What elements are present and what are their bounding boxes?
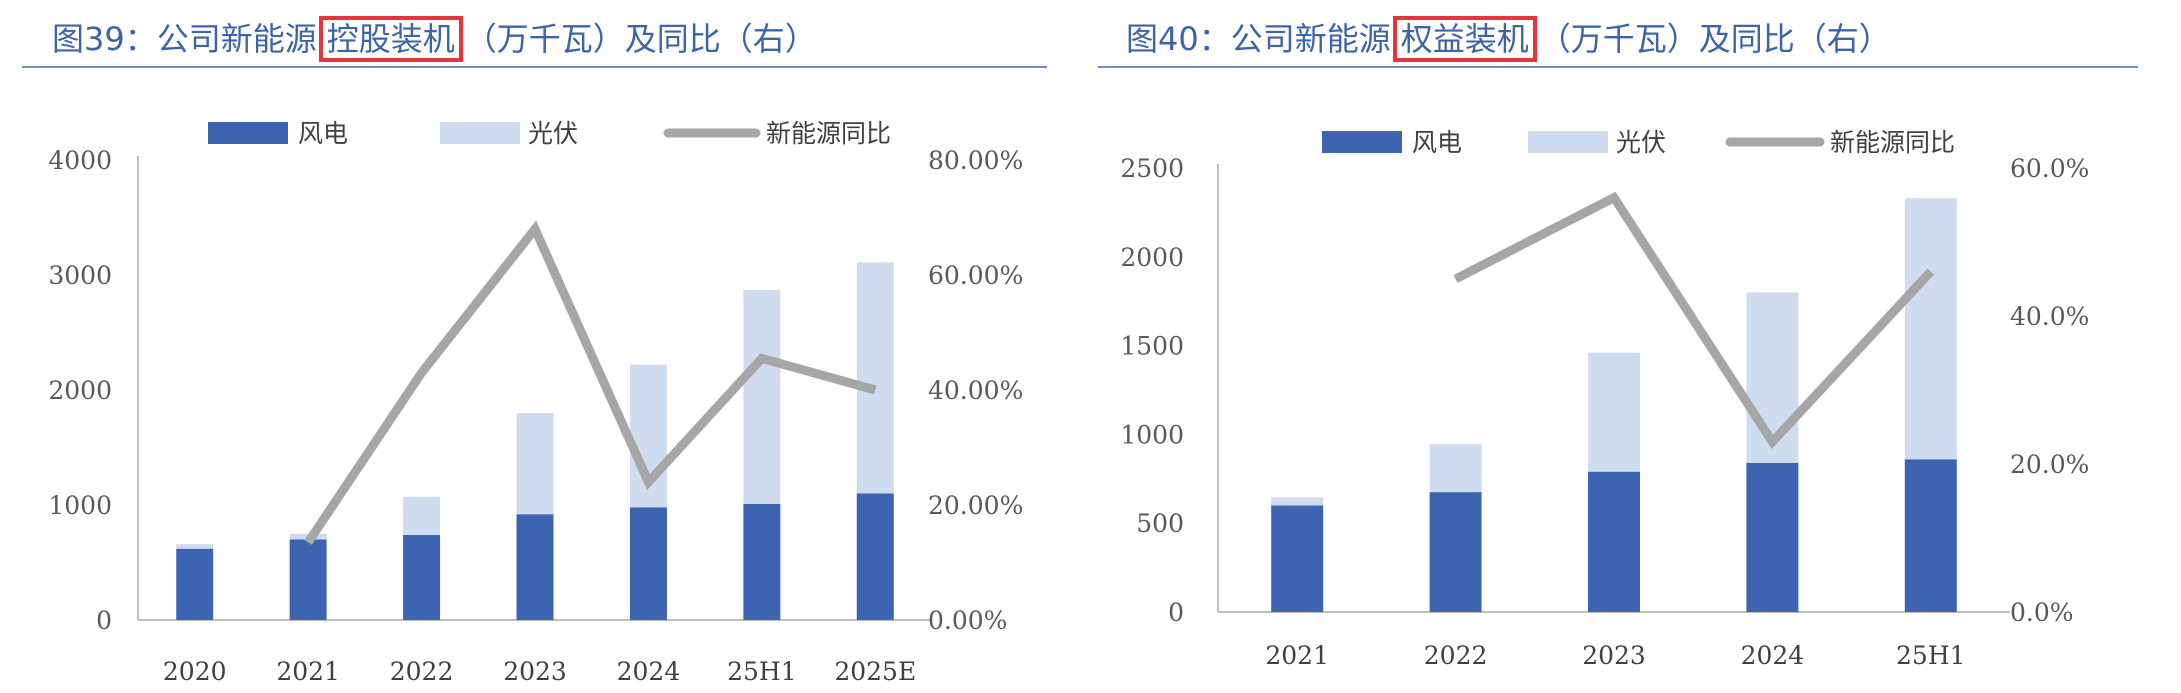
fig39-legend-label-yoy: 新能源同比 bbox=[766, 119, 891, 148]
fig39-bar-wind bbox=[743, 503, 781, 620]
figure-40-caption-prefix: 图40：公司新能源 bbox=[1126, 20, 1391, 58]
fig39-y-tick-label: 3000 bbox=[48, 261, 112, 290]
fig40-y-tick-label: 2500 bbox=[1120, 154, 1184, 183]
fig39-y2-tick-label: 0.00% bbox=[928, 606, 1007, 635]
fig39-legend-swatch-solar bbox=[440, 122, 520, 144]
fig40-y-tick-label: 1000 bbox=[1120, 420, 1184, 449]
fig40-legend-swatch-wind bbox=[1322, 131, 1402, 153]
fig39-y2-tick-label: 40.00% bbox=[928, 376, 1023, 405]
fig40-x-tick-label: 25H1 bbox=[1896, 641, 1966, 670]
fig39-y-tick-label: 4000 bbox=[48, 146, 112, 175]
fig40-bar-solar bbox=[1588, 352, 1640, 472]
fig40-bar-solar bbox=[1429, 444, 1482, 493]
fig39-y-tick-label: 2000 bbox=[48, 376, 112, 405]
fig40-x-tick-label: 2021 bbox=[1265, 641, 1329, 670]
fig40-bar-wind bbox=[1588, 471, 1640, 612]
fig40-x-tick-label: 2024 bbox=[1741, 641, 1805, 670]
fig39-legend-label-solar: 光伏 bbox=[528, 119, 578, 148]
fig39-x-tick-label: 25H1 bbox=[727, 657, 797, 686]
fig39-x-tick-label: 2020 bbox=[163, 657, 227, 686]
fig40-legend-label-solar: 光伏 bbox=[1616, 128, 1666, 157]
fig39-bar-wind bbox=[516, 514, 554, 620]
figure-40-chart: 0 500 1000 1500 2000 2500 0.0% 20.0% 40.0% 60.0% 2… bbox=[1120, 128, 2089, 670]
fig39-bar-wind bbox=[403, 534, 441, 620]
fig40-bar-wind bbox=[1746, 462, 1799, 612]
fig39-bar-solar bbox=[403, 496, 441, 535]
fig40-y2-tick-label: 60.0% bbox=[2010, 154, 2089, 183]
fig40-legend-label-yoy: 新能源同比 bbox=[1830, 128, 1955, 157]
fig39-y2-tick-label: 60.00% bbox=[928, 261, 1023, 290]
fig40-y2-tick-label: 20.0% bbox=[2010, 450, 2089, 479]
figure-39-chart: 0 1000 2000 3000 4000 0.00% 20.00% 40.00% 60.00%… bbox=[48, 119, 1023, 686]
fig39-y-tick-label: 1000 bbox=[48, 491, 112, 520]
fig39-legend-swatch-wind bbox=[208, 122, 288, 144]
fig39-y2-tick-label: 80.00% bbox=[928, 146, 1023, 175]
fig39-x-tick-label: 2023 bbox=[503, 657, 567, 686]
fig40-yoy-line bbox=[1453, 191, 1935, 450]
fig39-bar-solar bbox=[516, 413, 554, 515]
figure-40-caption-suffix: （万千瓦）及同比（右） bbox=[1538, 20, 1891, 58]
figure-39-panel: 图39：公司新能源 控股装机 （万千瓦）及同比（右） 0 1000 2000 3000 40… bbox=[0, 0, 1090, 693]
fig40-y-tick-label: 0 bbox=[1168, 598, 1184, 627]
fig40-y-tick-label: 1500 bbox=[1120, 332, 1184, 361]
figure-39-title-rule bbox=[22, 66, 1047, 68]
fig39-x-tick-label: 2025E bbox=[834, 657, 916, 686]
fig39-bar-wind bbox=[856, 493, 894, 620]
figure-40-title-rule bbox=[1098, 66, 2138, 68]
fig40-legend-label-wind: 风电 bbox=[1412, 128, 1462, 157]
fig40-x-tick-label: 2022 bbox=[1424, 641, 1488, 670]
figure-40-caption: 图40：公司新能源 权益装机 （万千瓦）及同比（右） bbox=[1126, 14, 1891, 62]
fig40-legend-swatch-solar bbox=[1528, 131, 1608, 153]
figure-39-caption: 图39：公司新能源 控股装机 （万千瓦）及同比（右） bbox=[52, 14, 817, 62]
fig40-bar-solar bbox=[1271, 497, 1324, 506]
fig40-x-tick-label: 2023 bbox=[1582, 641, 1646, 670]
fig39-yoy-line bbox=[304, 220, 877, 545]
fig40-bar-wind bbox=[1904, 459, 1957, 612]
figure-39-caption-prefix: 图39：公司新能源 bbox=[52, 20, 317, 58]
fig39-y2-tick-label: 20.00% bbox=[928, 491, 1023, 520]
fig39-y-tick-label: 0 bbox=[96, 606, 112, 635]
fig39-bar-wind bbox=[289, 539, 327, 620]
fig39-x-tick-label: 2024 bbox=[617, 657, 681, 686]
fig39-bar-solar bbox=[176, 544, 214, 549]
fig39-bar-wind bbox=[176, 548, 214, 620]
fig39-x-tick-label: 2021 bbox=[276, 657, 340, 686]
fig40-y2-tick-label: 0.0% bbox=[2010, 598, 2074, 627]
fig40-bar-solar bbox=[1904, 198, 1957, 460]
figure-40-panel: 图40：公司新能源 权益装机 （万千瓦）及同比（右） 0 500 1000 1500 200… bbox=[1090, 0, 2181, 693]
figure-39-caption-highlight: 控股装机 bbox=[318, 16, 463, 62]
fig40-y-tick-label: 2000 bbox=[1120, 243, 1184, 272]
fig39-bar-solar bbox=[856, 262, 894, 494]
fig40-bar-wind bbox=[1271, 505, 1324, 612]
fig40-bar-wind bbox=[1429, 492, 1482, 612]
fig40-y-tick-label: 500 bbox=[1136, 509, 1184, 538]
fig39-bar-wind bbox=[629, 507, 667, 620]
fig39-legend-label-wind: 风电 bbox=[298, 119, 348, 148]
fig39-x-tick-label: 2022 bbox=[390, 657, 454, 686]
fig39-bar-solar bbox=[743, 289, 781, 504]
figure-40-caption-highlight: 权益装机 bbox=[1392, 16, 1537, 62]
fig40-y2-tick-label: 40.0% bbox=[2010, 302, 2089, 331]
figure-39-caption-suffix: （万千瓦）及同比（右） bbox=[464, 20, 817, 58]
